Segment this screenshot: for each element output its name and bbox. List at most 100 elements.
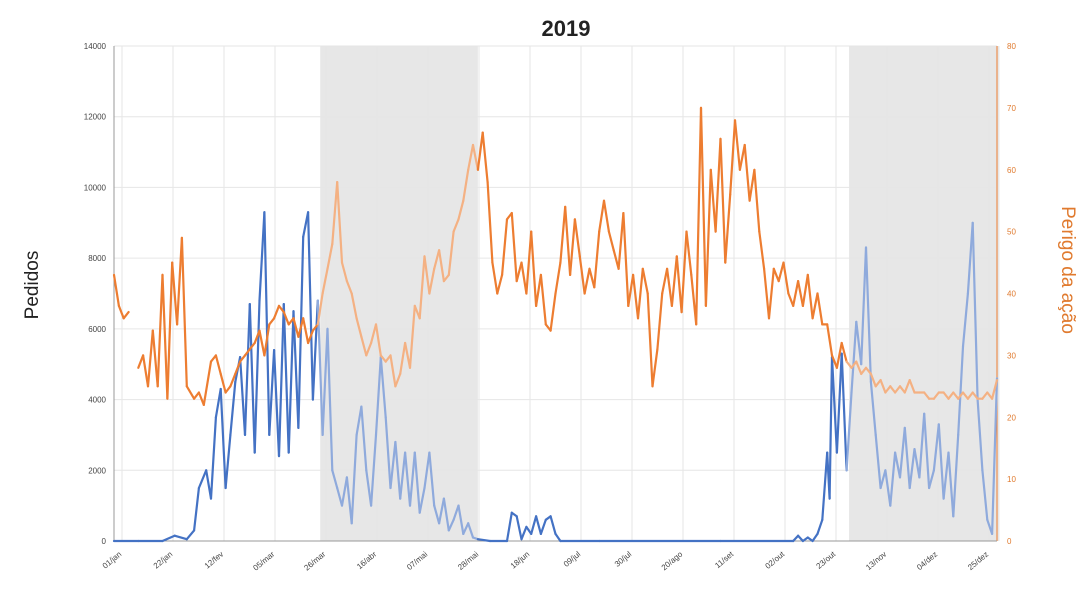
series-1-segment xyxy=(971,391,979,400)
series-0-segment xyxy=(864,246,873,383)
series-1-segment xyxy=(331,181,339,246)
series-0-segment xyxy=(860,246,868,366)
series-0-segment xyxy=(927,469,936,490)
series-1-segment xyxy=(695,106,703,326)
series-1-segment xyxy=(656,292,664,351)
series-1-segment xyxy=(874,379,882,388)
series-1-segment xyxy=(598,199,606,233)
series-0-segment xyxy=(539,518,547,536)
series-1-segment xyxy=(651,348,659,388)
series-0-segment xyxy=(243,303,251,436)
series-1-segment xyxy=(961,391,970,400)
series-1-segment xyxy=(884,385,892,394)
series-1-segment xyxy=(641,267,649,295)
series-1-segment xyxy=(743,143,751,202)
series-1-segment xyxy=(525,230,533,295)
series-1-segment xyxy=(501,218,509,276)
series-0-segment xyxy=(457,504,465,536)
series-0-segment xyxy=(340,476,348,507)
series-1-segment xyxy=(379,354,387,363)
x-tick-label: 12/fev xyxy=(203,550,225,571)
series-1-segment xyxy=(399,341,407,375)
series-0-segment xyxy=(923,412,931,490)
series-1-segment xyxy=(520,261,528,295)
series-1-segment xyxy=(214,354,222,375)
y2-axis-label: Perigo da ação xyxy=(1057,206,1078,334)
y-tick-label: 8000 xyxy=(88,254,106,263)
series-0-segment xyxy=(971,221,979,401)
series-1-segment xyxy=(636,267,644,320)
series-1-segment xyxy=(806,273,814,320)
series-1-segment xyxy=(738,143,746,171)
series-0-segment xyxy=(530,515,538,536)
series-0-segment xyxy=(821,451,829,521)
x-tick-label: 20/ago xyxy=(660,549,685,572)
series-0-segment xyxy=(855,320,863,366)
series-1-segment xyxy=(166,261,174,400)
series-1-segment xyxy=(336,181,344,264)
x-tick-label: 07/mai xyxy=(405,549,429,571)
series-1-segment xyxy=(665,267,674,307)
series-1-segment xyxy=(855,360,863,375)
series-0-segment xyxy=(937,423,945,500)
series-1-segment xyxy=(792,280,800,307)
series-1-segment xyxy=(345,280,353,295)
series-1-segment xyxy=(239,354,247,363)
series-0-segment xyxy=(966,221,974,295)
series-1-segment xyxy=(957,391,965,400)
x-tick-label: 05/mar xyxy=(251,549,276,572)
series-1-segment xyxy=(486,181,494,264)
left-tick-labels: 0 2000 4000 6000 8000 10000 12000 14000 xyxy=(84,42,107,546)
series-0-segment xyxy=(185,529,196,541)
series-1-segment xyxy=(137,354,145,369)
series-1-segment xyxy=(370,323,378,345)
series-0-segment xyxy=(253,299,261,454)
series-0-segment xyxy=(197,469,208,490)
series-1-segment xyxy=(549,292,557,332)
x-tick-label: 02/out xyxy=(763,549,786,571)
series-0-segment xyxy=(913,448,921,479)
y2-tick-label: 60 xyxy=(1007,166,1016,175)
x-tick-label: 26/mar xyxy=(302,549,327,572)
series-1-segment xyxy=(418,255,426,320)
series-0-segment xyxy=(248,303,256,454)
series-0-segment xyxy=(918,412,926,479)
series-1-segment xyxy=(404,341,412,369)
series-1-segment xyxy=(864,366,873,375)
series-0-segment xyxy=(389,440,397,490)
series-0-segment xyxy=(297,235,305,429)
series-1-segment xyxy=(646,292,654,388)
series-1-segment xyxy=(811,292,819,320)
series-1-segment xyxy=(932,391,940,400)
y2-tick-label: 50 xyxy=(1007,228,1016,237)
series-1-segment xyxy=(180,236,188,388)
series-1-segment xyxy=(219,372,227,394)
series-1-segment xyxy=(316,292,324,326)
y2-tick-label: 30 xyxy=(1007,351,1016,360)
series-1-segment xyxy=(156,273,164,388)
series-0-segment xyxy=(224,433,232,490)
series-1-segment xyxy=(282,311,290,326)
series-0-segment xyxy=(326,327,334,472)
series-0-segment xyxy=(379,356,387,419)
series-0-segment xyxy=(811,532,819,543)
right-tick-labels: 0 10 20 30 40 50 60 70 80 xyxy=(1007,42,1016,546)
series-1-segment xyxy=(661,267,669,295)
y-axis-label: Pedidos xyxy=(22,251,43,320)
series-1-segment xyxy=(758,230,766,270)
y2-tick-label: 10 xyxy=(1007,475,1016,484)
series-1-segment xyxy=(171,261,179,326)
x-tick-label: 13/nov xyxy=(864,550,888,572)
series-1-segment xyxy=(860,366,868,375)
x-tick-label: 28/mai xyxy=(456,549,480,571)
x-tick-label: 23/out xyxy=(814,549,837,571)
series-0-segment xyxy=(384,416,392,490)
series-1-segment xyxy=(801,273,809,307)
x-tick-label: 16/abr xyxy=(355,549,378,571)
series-1-segment xyxy=(365,341,373,357)
series-0-segment xyxy=(173,534,188,541)
series-1-segment xyxy=(850,360,858,369)
series-1-segment xyxy=(593,230,601,289)
series-1-segment xyxy=(627,273,635,307)
